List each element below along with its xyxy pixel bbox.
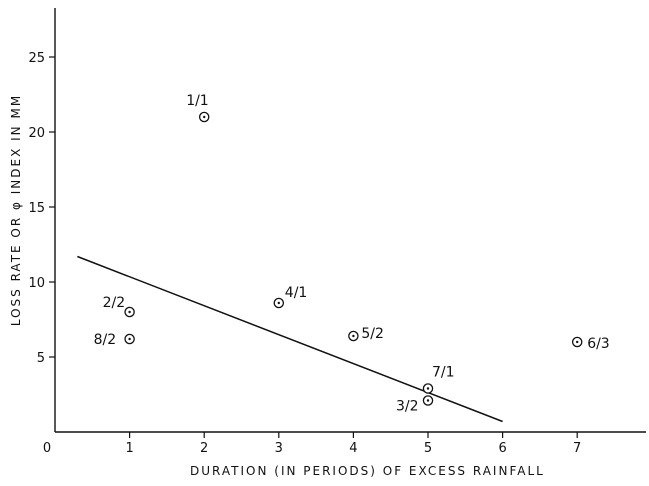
- data-points: 1/1 2/2 8/2 4/1 5/2 7/1 3/2 6/3: [94, 93, 610, 415]
- x-axis-title: DURATION (IN PERIODS) OF EXCESS RAINFALL: [190, 464, 545, 478]
- data-point: 2/2: [103, 295, 135, 318]
- x-tick-label: 4: [349, 441, 357, 456]
- y-tick-label: 20: [28, 126, 45, 141]
- data-point: 4/1: [273, 285, 308, 309]
- trend-line: [77, 255, 503, 423]
- data-point-label: 6/3: [587, 336, 610, 352]
- data-point-label: 2/2: [103, 295, 126, 311]
- data-point-label: 1/1: [186, 93, 209, 109]
- data-point-center: [426, 399, 430, 402]
- data-point-center: [277, 301, 280, 305]
- y-tick-label: 5: [37, 351, 45, 366]
- data-point-label: 3/2: [396, 399, 419, 415]
- data-point-center: [128, 310, 131, 314]
- x-tick-label: 5: [424, 441, 432, 456]
- data-point-label: 4/1: [285, 285, 308, 301]
- data-point-center: [426, 387, 430, 390]
- data-point-center: [576, 340, 579, 344]
- data-point-center: [352, 334, 355, 338]
- data-point-label: 5/2: [361, 326, 384, 342]
- data-point: 1/1: [186, 93, 210, 123]
- data-point: 3/2: [396, 395, 434, 415]
- y-axis-title: LOSS RATE OR φ INDEX IN MM: [9, 94, 23, 326]
- data-point: 7/1: [422, 365, 455, 394]
- x-tick-label: 0: [43, 441, 51, 456]
- axes: [54, 8, 646, 433]
- data-point-label: 8/2: [94, 332, 117, 348]
- data-point: 5/2: [348, 326, 384, 342]
- data-point: 8/2: [94, 332, 135, 348]
- x-tick-label: 6: [498, 441, 506, 456]
- y-tick-label: 15: [28, 201, 45, 216]
- x-tick-label: 2: [200, 441, 208, 456]
- x-tick-label: 7: [573, 441, 581, 456]
- x-tick-label: 3: [275, 441, 283, 456]
- data-point-center: [203, 115, 206, 119]
- data-point-center: [128, 337, 131, 341]
- y-tick-label: 10: [28, 276, 45, 291]
- data-point-label: 7/1: [432, 365, 455, 381]
- ticks: 0 1 2 3 4 5 6 7 5 10 15 20 25: [28, 51, 581, 456]
- x-tick-label: 1: [125, 441, 133, 456]
- y-tick-label: 25: [28, 51, 45, 66]
- data-point: 6/3: [571, 336, 610, 352]
